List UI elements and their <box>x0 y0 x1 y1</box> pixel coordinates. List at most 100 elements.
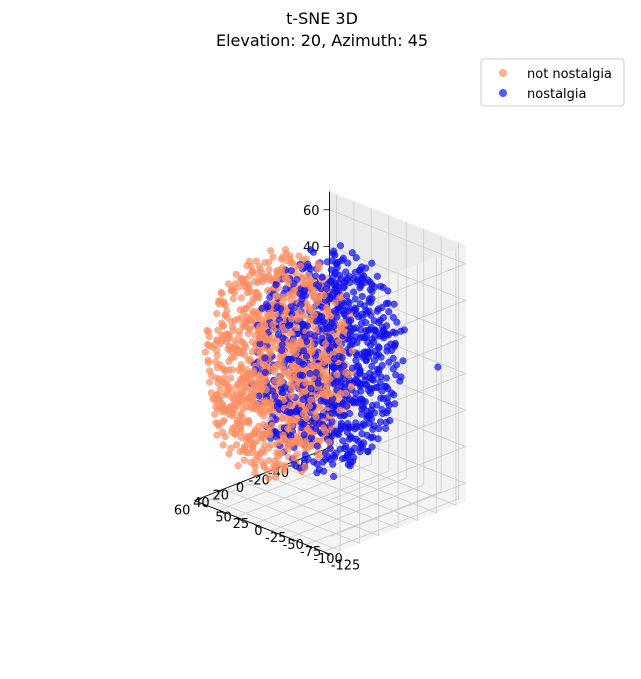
y-tick-mark <box>270 530 278 536</box>
point-nostalgia <box>434 363 442 371</box>
point-not-nostalgia <box>237 363 245 372</box>
point-not-nostalgia <box>264 286 272 295</box>
point-not-nostalgia <box>262 386 270 394</box>
point-nostalgia <box>391 329 399 337</box>
point-nostalgia <box>350 453 358 462</box>
point-nostalgia <box>307 246 315 254</box>
point-nostalgia <box>389 313 397 321</box>
point-not-nostalgia <box>213 351 221 359</box>
point-not-nostalgia <box>214 326 222 334</box>
y-tick-label: -75 <box>300 545 321 560</box>
point-not-nostalgia <box>220 416 228 424</box>
point-not-nostalgia <box>228 394 236 402</box>
point-not-nostalgia <box>299 409 307 418</box>
point-nostalgia <box>330 472 338 480</box>
grid-line-x <box>242 279 380 537</box>
point-not-nostalgia <box>224 280 233 288</box>
point-not-nostalgia <box>213 310 221 318</box>
point-not-nostalgia <box>243 403 251 411</box>
point-not-nostalgia <box>217 288 225 297</box>
point-not-nostalgia <box>234 397 242 405</box>
point-not-nostalgia <box>305 402 313 410</box>
grid-line-x <box>300 256 438 514</box>
point-not-nostalgia <box>244 280 252 289</box>
point-nostalgia <box>323 258 331 266</box>
point-nostalgia <box>332 449 340 457</box>
point-not-nostalgia <box>264 466 272 474</box>
point-not-nostalgia <box>234 380 242 388</box>
x-tick-label: 20 <box>212 489 229 504</box>
point-not-nostalgia <box>318 405 326 413</box>
point-nostalgia <box>385 401 393 409</box>
point-nostalgia <box>371 332 379 341</box>
point-not-nostalgia <box>293 324 301 332</box>
point-not-nostalgia <box>222 367 230 375</box>
point-not-nostalgia <box>223 380 231 388</box>
point-nostalgia <box>389 354 397 362</box>
point-not-nostalgia <box>268 421 276 430</box>
point-nostalgia <box>285 321 293 329</box>
point-not-nostalgia <box>229 424 237 433</box>
point-not-nostalgia <box>266 431 274 439</box>
point-nostalgia <box>344 259 352 267</box>
point-not-nostalgia <box>315 263 323 271</box>
point-nostalgia <box>373 307 381 315</box>
point-nostalgia <box>358 443 367 451</box>
point-nostalgia <box>360 302 369 310</box>
point-nostalgia <box>356 276 364 284</box>
point-nostalgia <box>377 394 385 402</box>
point-nostalgia <box>330 429 338 437</box>
point-not-nostalgia <box>221 311 229 319</box>
point-not-nostalgia <box>206 378 214 386</box>
point-not-nostalgia <box>331 299 339 307</box>
point-not-nostalgia <box>204 356 212 364</box>
point-not-nostalgia <box>312 413 320 421</box>
x-tick-mark <box>236 481 243 486</box>
grid-line-y <box>271 222 407 532</box>
point-not-nostalgia <box>227 374 235 382</box>
point-nostalgia <box>354 437 362 445</box>
point-nostalgia <box>397 373 405 381</box>
grid-line-x <box>261 272 399 529</box>
point-nostalgia <box>341 444 349 453</box>
point-nostalgia <box>375 365 383 373</box>
point-not-nostalgia <box>269 253 277 261</box>
point-not-nostalgia <box>296 262 304 270</box>
point-not-nostalgia <box>265 456 273 465</box>
legend-label-not-nostalgia: not nostalgia <box>527 67 612 82</box>
point-not-nostalgia <box>323 304 331 312</box>
point-not-nostalgia <box>271 377 279 385</box>
point-nostalgia <box>321 449 329 457</box>
point-not-nostalgia <box>347 382 355 391</box>
point-nostalgia <box>348 249 356 257</box>
point-not-nostalgia <box>265 258 273 266</box>
grid-line-y <box>323 242 459 553</box>
point-not-nostalgia <box>276 460 284 468</box>
point-nostalgia <box>352 324 360 332</box>
point-nostalgia <box>272 281 280 289</box>
point-not-nostalgia <box>253 292 261 300</box>
point-nostalgia <box>358 292 366 300</box>
point-nostalgia <box>271 392 279 400</box>
point-not-nostalgia <box>212 419 220 427</box>
point-not-nostalgia <box>245 356 253 364</box>
point-not-nostalgia <box>327 390 335 398</box>
point-nostalgia <box>368 259 376 267</box>
point-nostalgia <box>356 284 364 292</box>
point-not-nostalgia <box>240 373 248 382</box>
point-not-nostalgia <box>255 422 263 430</box>
point-not-nostalgia <box>237 276 245 284</box>
point-not-nostalgia <box>286 402 294 410</box>
point-not-nostalgia <box>276 449 284 458</box>
point-nostalgia <box>383 322 391 330</box>
point-not-nostalgia <box>230 289 239 297</box>
point-nostalgia <box>307 384 315 392</box>
point-nostalgia <box>313 442 321 450</box>
point-not-nostalgia <box>287 259 295 267</box>
point-nostalgia <box>299 395 307 403</box>
point-nostalgia <box>352 333 360 341</box>
point-not-nostalgia <box>284 370 292 378</box>
point-nostalgia <box>338 455 347 463</box>
point-not-nostalgia <box>319 424 327 432</box>
